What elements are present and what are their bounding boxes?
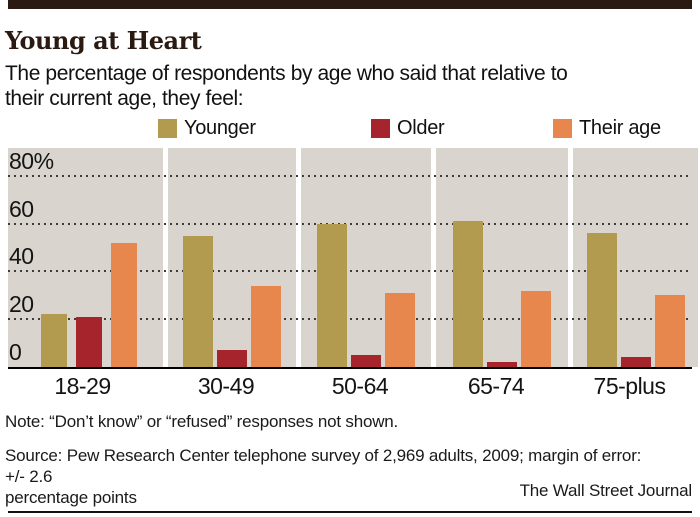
panel-50-64 [301, 148, 431, 367]
x-label-30-49: 30-49 [197, 373, 255, 399]
source-line2: percentage points [5, 488, 137, 507]
bar-50-64-older [351, 355, 381, 367]
y-tick-60: 60 [9, 195, 34, 222]
legend-item-their-age: Their age [553, 117, 661, 140]
panel-30-49 [168, 148, 296, 367]
gridline-60 [8, 222, 692, 225]
bar-18-29-older [75, 316, 102, 367]
bar-75-plus-their-age [654, 295, 685, 367]
chart-legend: Younger Older Their age [0, 117, 700, 143]
y-tick-80: 80% [9, 147, 54, 174]
legend-swatch-older [371, 119, 390, 138]
bar-75-plus-younger [586, 233, 617, 367]
bar-75-plus-older [620, 357, 651, 367]
bar-30-49-younger [183, 235, 213, 367]
legend-swatch-their-age [553, 119, 572, 138]
x-label-75-plus: 75-plus [593, 373, 666, 399]
chart-subtitle-line1: The percentage of respondents by age who… [5, 62, 568, 85]
panel-75-plus [573, 148, 698, 367]
x-label-18-29: 18-29 [54, 373, 111, 399]
y-tick-40: 40 [9, 243, 34, 270]
publication-credit: The Wall Street Journal [519, 481, 693, 500]
legend-item-older: Older [371, 117, 445, 140]
bar-50-64-their-age [385, 292, 415, 367]
chart-panels [8, 148, 698, 367]
legend-label-younger: Younger [184, 117, 256, 139]
chart-title: Young at Heart [5, 26, 202, 55]
bar-30-49-their-age [251, 285, 281, 367]
x-axis-labels: 18-29 30-49 50-64 65-74 75-plus [8, 373, 692, 400]
y-tick-0: 0 [9, 339, 22, 365]
chart-subtitle-line2: their current age, they feel: [5, 87, 244, 110]
chart-subtitle: The percentage of respondents by age who… [5, 61, 568, 111]
bar-65-74-younger [453, 221, 483, 367]
bar-65-74-their-age [521, 290, 551, 367]
x-label-50-64: 50-64 [331, 373, 389, 399]
source-text: Source: Pew Research Center telephone su… [5, 445, 665, 508]
legend-label-older: Older [397, 117, 445, 139]
source-line1: Source: Pew Research Center telephone su… [5, 446, 642, 486]
legend-item-younger: Younger [158, 117, 256, 140]
bar-30-49-older [217, 350, 247, 367]
bar-18-29-their-age [110, 242, 137, 367]
x-label-65-74: 65-74 [467, 373, 525, 399]
y-tick-20: 20 [9, 291, 34, 318]
bar-18-29-younger [40, 314, 67, 367]
gridline-20 [8, 318, 692, 321]
top-rule-bar [8, 0, 692, 9]
bar-65-74-older [487, 362, 517, 367]
legend-swatch-younger [158, 119, 177, 138]
gridline-80 [8, 174, 692, 177]
panel-65-74 [436, 148, 568, 367]
legend-label-their-age: Their age [579, 117, 661, 139]
bottom-rule [8, 511, 692, 513]
panel-18-29 [8, 148, 163, 367]
bar-50-64-younger [317, 223, 347, 367]
chart-plot: 80% 60 40 20 0 [8, 147, 698, 369]
footnote: Note: “Don’t know” or “refused” response… [5, 412, 399, 431]
gridline-40 [8, 270, 692, 273]
